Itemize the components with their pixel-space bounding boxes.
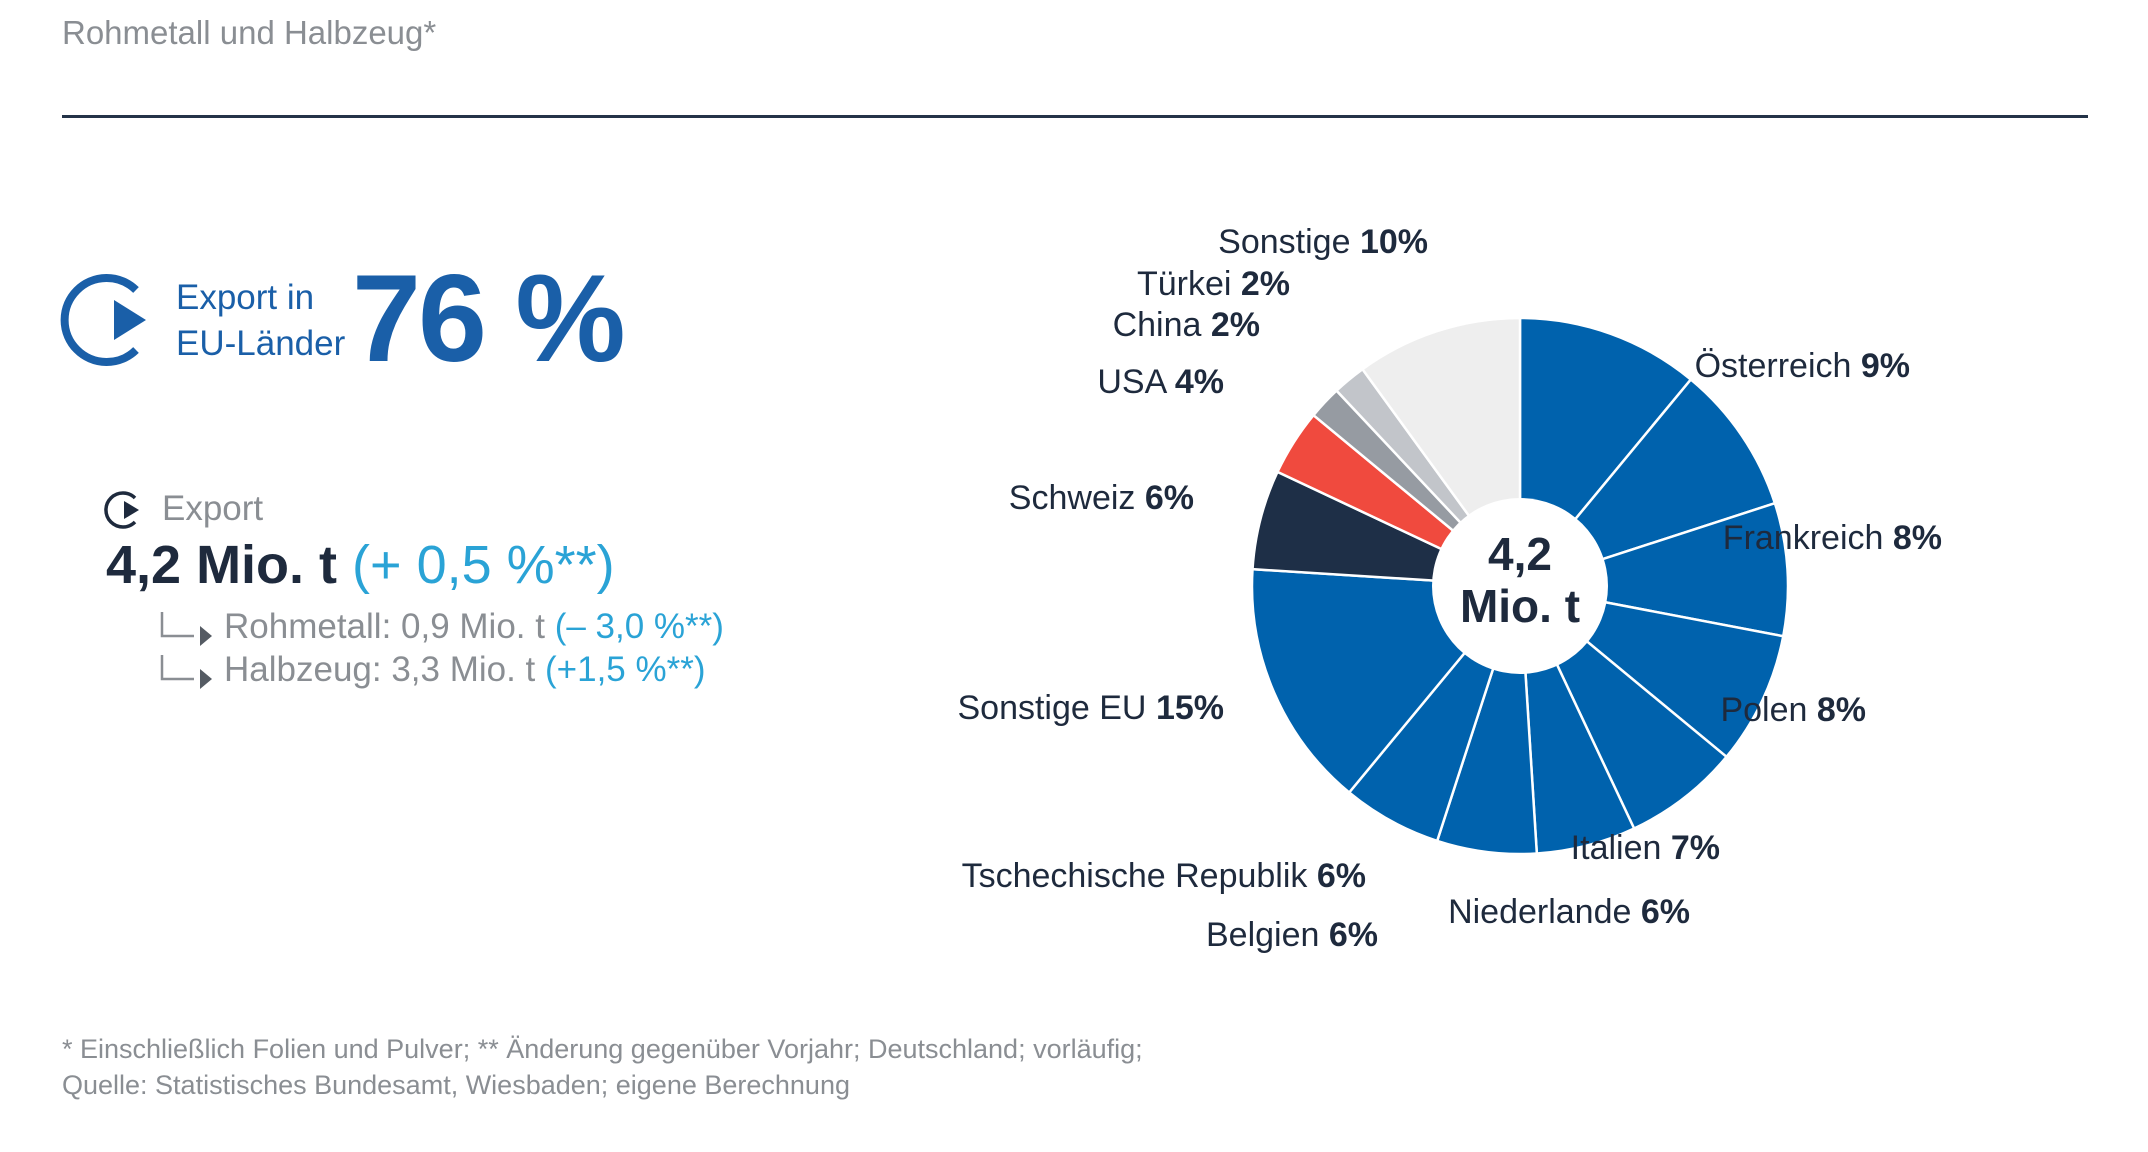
slice-label: Schweiz 6% bbox=[1009, 479, 1194, 517]
play-circle-icon bbox=[60, 274, 146, 366]
branch-arrow-icon bbox=[160, 612, 212, 646]
slice-label: USA 4% bbox=[1097, 363, 1224, 401]
slice-label-value: 4% bbox=[1175, 363, 1224, 401]
slice-label-name: Polen bbox=[1720, 691, 1816, 729]
slice-label-name: Sonstige EU bbox=[957, 689, 1155, 727]
slice-label-name: Schweiz bbox=[1009, 479, 1145, 517]
slice-label: Polen 8% bbox=[1720, 691, 1866, 729]
slice-label-name: Italien bbox=[1571, 829, 1671, 867]
slice-label-name: Belgien bbox=[1206, 916, 1329, 954]
slice-label-value: 6% bbox=[1317, 857, 1366, 895]
slice-label-value: 2% bbox=[1241, 265, 1290, 303]
donut-hole bbox=[1432, 498, 1608, 674]
slice-label-value: 6% bbox=[1329, 916, 1378, 954]
slice-label: Niederlande 6% bbox=[1448, 893, 1690, 931]
slice-label-value: 15% bbox=[1156, 689, 1224, 727]
slice-label: Sonstige EU 15% bbox=[957, 689, 1224, 727]
donut-center-line2: Mio. t bbox=[1460, 580, 1580, 632]
eu-export-percent: 76 % bbox=[352, 250, 626, 388]
export-total: 4,2 Mio. t (+ 0,5 %**) bbox=[106, 534, 615, 596]
slice-label: Tschechische Republik 6% bbox=[962, 857, 1366, 895]
slice-label: Frankreich 8% bbox=[1723, 519, 1942, 557]
slice-label-value: 8% bbox=[1893, 519, 1942, 557]
slice-label-value: 7% bbox=[1671, 829, 1720, 867]
slice-label-value: 6% bbox=[1641, 893, 1690, 931]
slice-label: Sonstige 10% bbox=[1218, 223, 1428, 261]
header-divider bbox=[62, 115, 2088, 118]
export-sub-change: (– 3,0 %**) bbox=[554, 607, 724, 646]
export-sub-change: (+1,5 %**) bbox=[545, 650, 706, 689]
export-total-change: (+ 0,5 %**) bbox=[352, 535, 615, 595]
slice-label: China 2% bbox=[1113, 306, 1260, 344]
slice-label-value: 8% bbox=[1817, 691, 1866, 729]
slice-label: Türkei 2% bbox=[1137, 265, 1290, 303]
export-sub-text: Halbzeug: 3,3 Mio. t bbox=[224, 650, 536, 689]
slice-label: Belgien 6% bbox=[1206, 916, 1378, 954]
slice-label-value: 10% bbox=[1360, 223, 1428, 261]
footnote-line1: * Einschließlich Folien und Pulver; ** Ä… bbox=[62, 1034, 1143, 1064]
branch-arrow-icon bbox=[160, 655, 212, 689]
slice-label-name: Sonstige bbox=[1218, 223, 1360, 261]
slice-label: Italien 7% bbox=[1571, 829, 1720, 867]
export-donut-chart: 4,2 Mio. t Großbritannien 11%Österreich … bbox=[957, 223, 1942, 954]
slice-label-name: Frankreich bbox=[1723, 519, 1893, 557]
export-total-value: 4,2 Mio. t bbox=[106, 535, 338, 595]
slice-label-name: Österreich bbox=[1695, 347, 1861, 385]
eu-export-label-line1: Export in bbox=[176, 278, 315, 317]
export-label: Export bbox=[162, 489, 264, 528]
slice-label: Österreich 9% bbox=[1695, 347, 1910, 385]
slice-label-name: USA bbox=[1097, 363, 1174, 401]
export-sub-rohmetall: Rohmetall: 0,9 Mio. t (– 3,0 %**) bbox=[224, 607, 724, 647]
export-sub-halbzeug: Halbzeug: 3,3 Mio. t (+1,5 %**) bbox=[224, 650, 706, 690]
footnote-line2: Quelle: Statistisches Bundesamt, Wiesbad… bbox=[62, 1070, 850, 1100]
export-sub-text: Rohmetall: 0,9 Mio. t bbox=[224, 607, 545, 646]
slice-label-name: Türkei bbox=[1137, 265, 1241, 303]
slice-label-name: Tschechische Republik bbox=[962, 857, 1317, 895]
eu-export-label-line2: EU-Länder bbox=[176, 324, 346, 363]
page-title: Rohmetall und Halbzeug* bbox=[62, 14, 437, 51]
donut-center-line1: 4,2 bbox=[1488, 528, 1552, 580]
slice-label-value: 9% bbox=[1861, 347, 1910, 385]
slice-label-name: China bbox=[1113, 306, 1211, 344]
slice-label-value: 6% bbox=[1145, 479, 1194, 517]
slice-label-value: 2% bbox=[1211, 306, 1260, 344]
slice-label-name: Niederlande bbox=[1448, 893, 1641, 931]
pie-slice bbox=[1519, 501, 1790, 638]
play-circle-small-icon bbox=[104, 491, 139, 529]
